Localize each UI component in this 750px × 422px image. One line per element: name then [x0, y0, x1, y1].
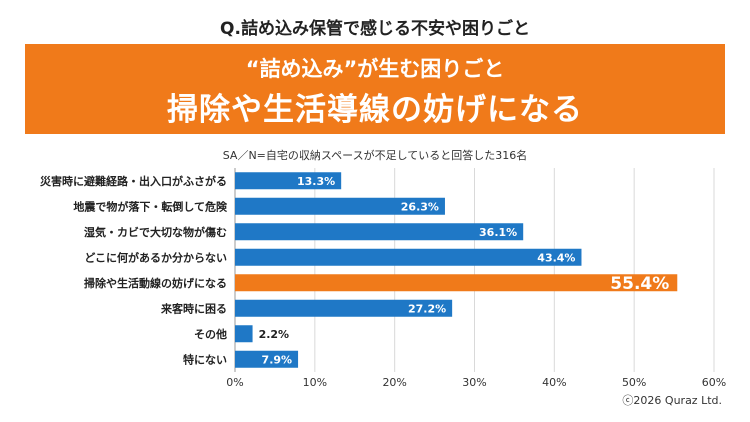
banner-headline: 掃除や生活導線の妨げになる	[167, 92, 583, 128]
bar	[235, 223, 524, 241]
bar	[235, 172, 342, 190]
x-tick-label: 0%	[226, 376, 243, 389]
bar	[235, 325, 253, 343]
headline-banner: “詰め込み”が生む困りごと 掃除や生活導線の妨げになる	[25, 44, 725, 134]
data-label: 27.2%	[408, 302, 446, 315]
sample-note: SA／N=自宅の収納スペースが不足していると回答した316名	[222, 149, 528, 162]
copyright: ⓒ2026 Quraz Ltd.	[622, 394, 722, 407]
x-tick-label: 20%	[382, 376, 406, 389]
category-label: 災害時に避難経路・出入口がふさがる	[39, 174, 227, 188]
x-tick-label: 60%	[702, 376, 726, 389]
category-label: 来客時に困る	[160, 301, 227, 315]
banner-subtitle: “詰め込み”が生む困りごと	[245, 57, 505, 81]
x-tick-label: 50%	[622, 376, 646, 389]
bar	[235, 248, 582, 266]
bar	[235, 350, 299, 368]
category-label: その他	[194, 327, 227, 341]
bar	[235, 299, 453, 317]
data-label: 26.3%	[401, 200, 439, 213]
data-label: 7.9%	[262, 353, 293, 366]
data-label: 43.4%	[537, 251, 575, 264]
question-title: Q.詰め込み保管で感じる不安や困りごと	[220, 19, 530, 39]
x-tick-label: 40%	[542, 376, 566, 389]
x-tick-label: 30%	[462, 376, 486, 389]
data-label: 2.2%	[259, 328, 290, 341]
data-label: 55.4%	[610, 274, 669, 294]
bar	[235, 197, 445, 215]
bar	[235, 274, 678, 292]
data-label: 36.1%	[479, 226, 517, 239]
category-label: 掃除や生活動線の妨げになる	[84, 276, 227, 290]
category-label: 地震で物が落下・転倒して危険	[73, 199, 228, 213]
x-tick-label: 10%	[303, 376, 327, 389]
category-label: 湿気・カビで大切な物が傷む	[84, 225, 227, 239]
data-label: 13.3%	[297, 175, 335, 188]
category-label: どこに何があるか分からない	[84, 250, 227, 264]
category-label: 特にない	[183, 352, 227, 366]
